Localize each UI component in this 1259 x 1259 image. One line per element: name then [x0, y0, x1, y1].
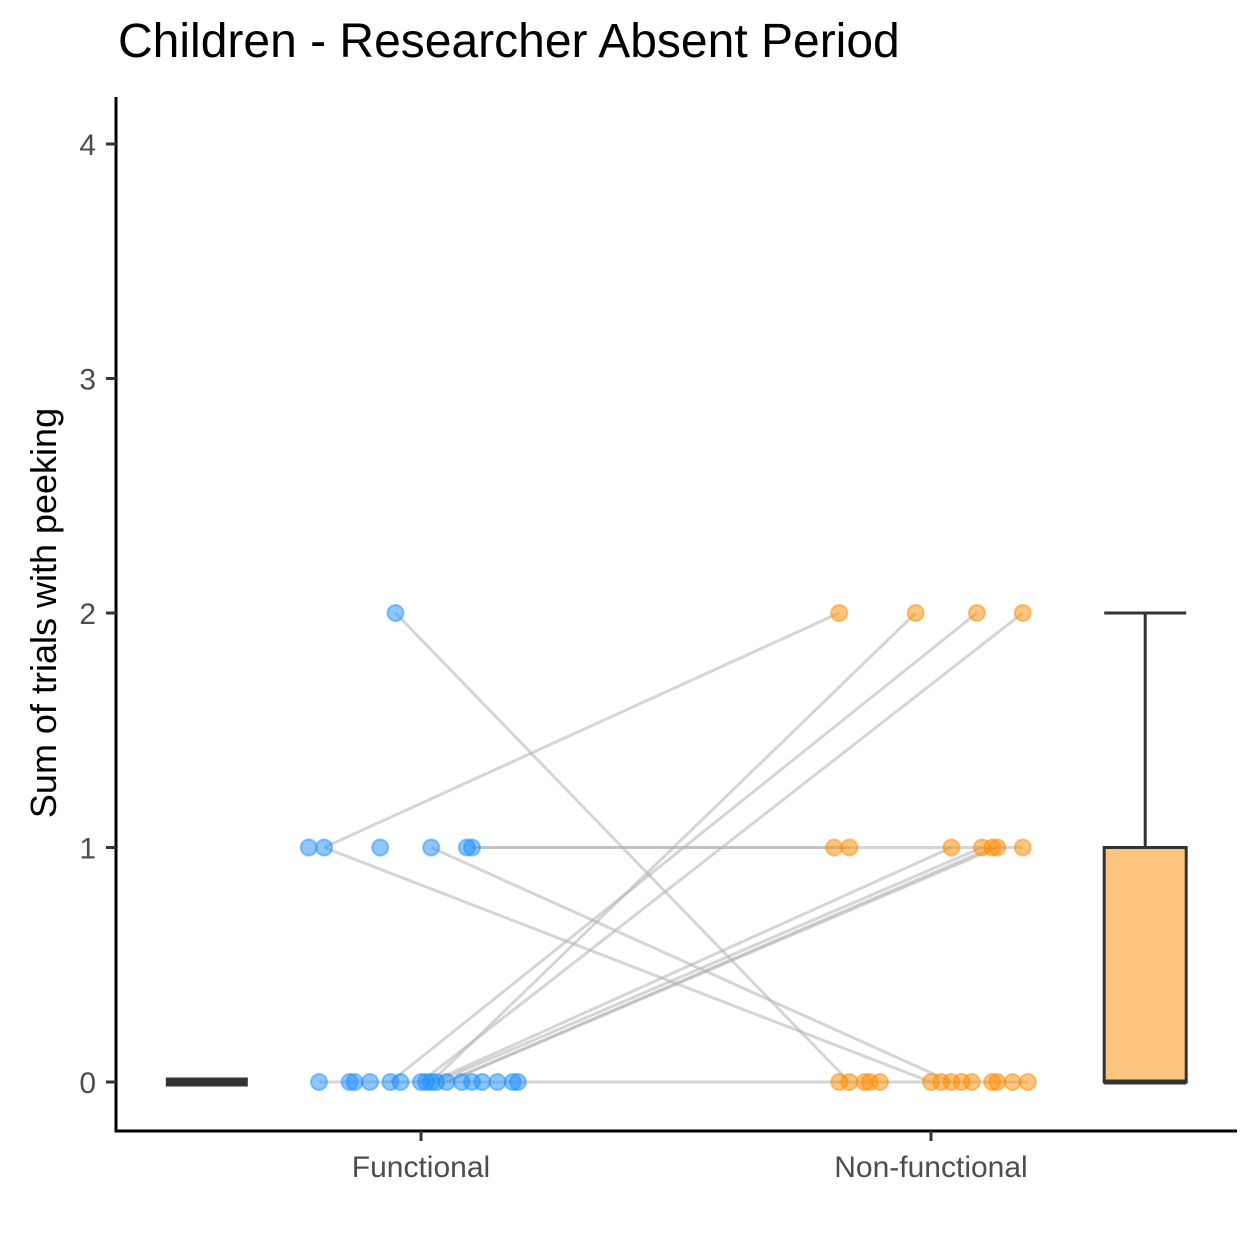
- functional-point: [310, 1073, 328, 1091]
- connector-line: [430, 846, 953, 1084]
- axes: 0 1 2 3 4 Functional Non-functional: [79, 97, 1237, 1184]
- data-points: [299, 604, 1037, 1091]
- non-functional-point: [1013, 604, 1032, 622]
- non-functional-point: [1018, 1073, 1037, 1091]
- non-functional-point: [840, 838, 859, 857]
- functional-point: [315, 838, 334, 857]
- non-functional-point: [988, 1073, 1007, 1091]
- non-functional-point: [840, 1073, 859, 1091]
- functional-point: [391, 1073, 410, 1091]
- connector-line: [389, 611, 978, 1084]
- non-functional-point: [967, 604, 986, 622]
- functional-point: [473, 1073, 492, 1091]
- y-tick-label: 4: [79, 129, 96, 162]
- y-tick-label: 1: [79, 833, 96, 866]
- functional-point: [371, 838, 390, 857]
- functional-point: [422, 838, 441, 857]
- non-functional-point: [906, 604, 925, 622]
- connector-line: [323, 846, 932, 1084]
- functional-point: [508, 1073, 527, 1091]
- connector-line: [445, 846, 998, 1084]
- connector-line: [430, 611, 917, 1084]
- boxplot-box: [1102, 846, 1188, 1084]
- functional-point: [345, 1073, 364, 1091]
- boxplots: [165, 611, 1188, 1087]
- functional-point: [386, 604, 405, 622]
- non-functional-point: [825, 838, 844, 857]
- functional-point: [299, 838, 318, 857]
- non-functional-point: [1003, 1073, 1022, 1091]
- non-functional-point: [988, 838, 1007, 857]
- y-tick-label: 0: [79, 1067, 96, 1100]
- non-functional-point: [1013, 838, 1032, 857]
- functional-point: [361, 1073, 379, 1091]
- connector-lines: [319, 611, 1028, 1084]
- functional-point: [463, 838, 481, 857]
- y-tick-label: 3: [79, 364, 96, 397]
- connector-line: [420, 611, 1024, 1084]
- x-tick-label: Non-functional: [834, 1151, 1027, 1184]
- x-tick-label: Functional: [352, 1151, 490, 1184]
- non-functional-point: [871, 1073, 889, 1091]
- non-functional-point: [942, 838, 961, 857]
- non-functional-point: [830, 604, 849, 622]
- connector-line: [435, 846, 983, 1084]
- functional-point: [437, 1073, 456, 1091]
- functional-point: [488, 1073, 507, 1091]
- non-functional-point: [962, 1073, 981, 1091]
- y-tick-label: 2: [79, 598, 96, 631]
- chart-title: Children - Researcher Absent Period: [118, 15, 900, 68]
- connector-line: [323, 611, 840, 849]
